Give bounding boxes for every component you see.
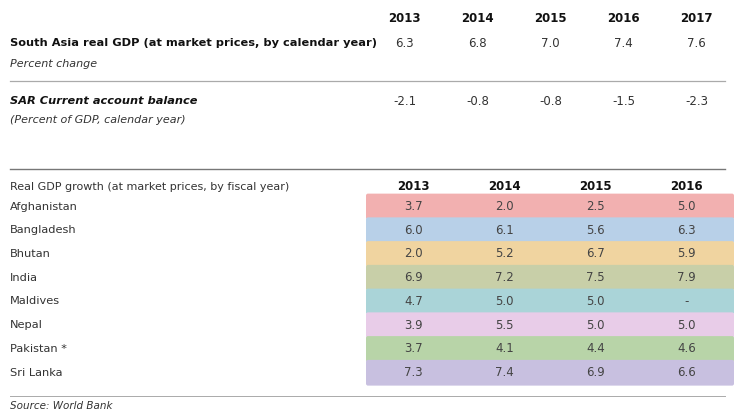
Text: 7.4: 7.4 — [614, 37, 633, 50]
Text: 5.2: 5.2 — [495, 247, 514, 261]
Text: 6.9: 6.9 — [404, 271, 423, 284]
Text: 4.6: 4.6 — [677, 342, 696, 356]
Text: India: India — [10, 273, 38, 283]
Text: 5.6: 5.6 — [587, 224, 605, 237]
Text: 4.1: 4.1 — [495, 342, 514, 356]
Text: -0.8: -0.8 — [539, 95, 562, 108]
FancyBboxPatch shape — [366, 217, 734, 243]
Text: 7.3: 7.3 — [404, 366, 423, 379]
Text: 2015: 2015 — [579, 180, 612, 193]
Text: 7.9: 7.9 — [677, 271, 696, 284]
Text: 4.4: 4.4 — [586, 342, 605, 356]
Text: 6.6: 6.6 — [677, 366, 696, 379]
Text: Percent change: Percent change — [10, 59, 97, 69]
Text: 6.1: 6.1 — [495, 224, 514, 237]
Text: 4.7: 4.7 — [404, 295, 423, 308]
FancyBboxPatch shape — [366, 360, 734, 386]
Text: SAR Current account balance: SAR Current account balance — [10, 96, 198, 106]
Text: 7.5: 7.5 — [587, 271, 605, 284]
Text: 2016: 2016 — [607, 12, 639, 25]
Text: 7.6: 7.6 — [687, 37, 706, 50]
Text: 2.0: 2.0 — [404, 247, 423, 261]
Text: Bhutan: Bhutan — [10, 249, 51, 259]
Text: 5.9: 5.9 — [677, 247, 696, 261]
Text: Sri Lanka: Sri Lanka — [10, 368, 62, 378]
Text: 6.9: 6.9 — [586, 366, 605, 379]
Text: 5.0: 5.0 — [677, 200, 696, 213]
Text: -1.5: -1.5 — [612, 95, 635, 108]
Text: 6.8: 6.8 — [468, 37, 487, 50]
Text: South Asia real GDP (at market prices, by calendar year): South Asia real GDP (at market prices, b… — [10, 38, 377, 48]
FancyBboxPatch shape — [366, 194, 734, 219]
Text: -2.1: -2.1 — [393, 95, 416, 108]
Text: 2.5: 2.5 — [587, 200, 605, 213]
Text: 2014: 2014 — [461, 12, 494, 25]
Text: 6.7: 6.7 — [586, 247, 605, 261]
Text: 3.9: 3.9 — [404, 319, 423, 332]
Text: 5.0: 5.0 — [677, 319, 696, 332]
Text: -2.3: -2.3 — [685, 95, 708, 108]
Text: -: - — [684, 295, 689, 308]
FancyBboxPatch shape — [366, 241, 734, 267]
FancyBboxPatch shape — [366, 312, 734, 338]
Text: 2013: 2013 — [397, 180, 430, 193]
Text: 5.5: 5.5 — [495, 319, 514, 332]
Text: Bangladesh: Bangladesh — [10, 225, 76, 235]
FancyBboxPatch shape — [366, 336, 734, 362]
Text: Maldives: Maldives — [10, 297, 60, 306]
Text: 7.0: 7.0 — [541, 37, 560, 50]
Text: 6.3: 6.3 — [677, 224, 696, 237]
FancyBboxPatch shape — [366, 265, 734, 291]
Text: 3.7: 3.7 — [404, 200, 423, 213]
Text: (Percent of GDP, calendar year): (Percent of GDP, calendar year) — [10, 115, 186, 125]
Text: Afghanistan: Afghanistan — [10, 202, 78, 211]
Text: 2016: 2016 — [670, 180, 703, 193]
Text: 2.0: 2.0 — [495, 200, 514, 213]
Text: -0.8: -0.8 — [466, 95, 489, 108]
Text: 6.0: 6.0 — [404, 224, 423, 237]
Text: 2017: 2017 — [681, 12, 713, 25]
Text: Pakistan *: Pakistan * — [10, 344, 67, 354]
Text: 7.2: 7.2 — [495, 271, 514, 284]
Text: 5.0: 5.0 — [587, 295, 605, 308]
Text: 7.4: 7.4 — [495, 366, 514, 379]
Text: Source: World Bank: Source: World Bank — [10, 401, 112, 411]
Text: 2015: 2015 — [534, 12, 567, 25]
Text: 2014: 2014 — [488, 180, 521, 193]
Text: Nepal: Nepal — [10, 320, 43, 330]
Text: 5.0: 5.0 — [587, 319, 605, 332]
Text: 3.7: 3.7 — [404, 342, 423, 356]
Text: 2013: 2013 — [388, 12, 420, 25]
FancyBboxPatch shape — [366, 289, 734, 314]
Text: 6.3: 6.3 — [395, 37, 414, 50]
Text: Real GDP growth (at market prices, by fiscal year): Real GDP growth (at market prices, by fi… — [10, 182, 290, 192]
Text: 5.0: 5.0 — [495, 295, 514, 308]
